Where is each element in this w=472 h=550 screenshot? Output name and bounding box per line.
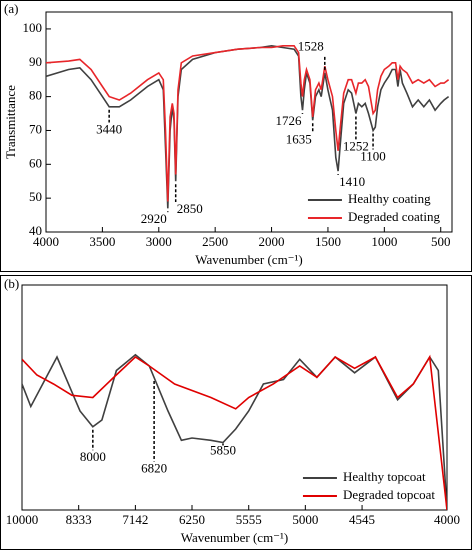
annotation-label: 1252 bbox=[343, 138, 369, 153]
y-tick-label: 80 bbox=[29, 88, 42, 103]
series-line bbox=[22, 354, 447, 510]
annotation-label: 2850 bbox=[177, 201, 203, 216]
y-tick-label: 40 bbox=[29, 223, 42, 238]
annotation-label: 8000 bbox=[80, 449, 106, 464]
x-tick-label: 5555 bbox=[236, 512, 262, 527]
x-axis-label: Wavenumber (cm⁻¹) bbox=[181, 530, 289, 545]
legend-label: Degraded topcoat bbox=[343, 487, 435, 502]
panel-label: (a) bbox=[4, 1, 18, 16]
series-line bbox=[46, 45, 450, 202]
x-tick-label: 4545 bbox=[349, 512, 375, 527]
x-tick-label: 6250 bbox=[179, 512, 205, 527]
x-tick-label: 3000 bbox=[146, 234, 172, 249]
legend-label: Healthy topcoat bbox=[343, 469, 426, 484]
plot-frame bbox=[21, 284, 448, 511]
panel-border bbox=[0, 275, 472, 550]
annotation-label: 1635 bbox=[286, 132, 312, 147]
y-tick-label: 100 bbox=[23, 20, 43, 35]
x-tick-label: 10000 bbox=[6, 512, 39, 527]
y-tick-label: 70 bbox=[29, 121, 42, 136]
y-tick-label: 90 bbox=[29, 54, 42, 69]
x-tick-label: 5000 bbox=[292, 512, 318, 527]
annotation-label: 3440 bbox=[96, 121, 122, 136]
plot-frame bbox=[45, 11, 453, 233]
y-axis-label: Transmittance bbox=[3, 85, 18, 159]
x-tick-label: 1000 bbox=[371, 234, 397, 249]
y-tick-label: 50 bbox=[29, 189, 42, 204]
legend-label: Degraded coating bbox=[348, 209, 441, 224]
x-tick-label: 3500 bbox=[89, 234, 115, 249]
annotation-label: 5850 bbox=[210, 442, 236, 457]
x-tick-label: 4000 bbox=[33, 234, 59, 249]
x-tick-label: 8333 bbox=[66, 512, 92, 527]
y-tick-label: 60 bbox=[29, 155, 42, 170]
annotation-label: 1100 bbox=[360, 149, 386, 164]
panel-border bbox=[0, 0, 472, 272]
x-tick-label: 2500 bbox=[202, 234, 228, 249]
annotation-label: 6820 bbox=[141, 460, 167, 475]
annotation-label: 2920 bbox=[141, 211, 167, 226]
x-tick-label: 2000 bbox=[259, 234, 285, 249]
annotation-label: 1528 bbox=[298, 39, 324, 54]
x-tick-label: 7142 bbox=[122, 512, 148, 527]
legend-label: Healthy coating bbox=[348, 191, 431, 206]
annotation-label: 1726 bbox=[275, 113, 302, 128]
x-tick-label: 500 bbox=[431, 234, 451, 249]
x-axis-label: Wavenumber (cm⁻¹) bbox=[195, 252, 303, 267]
panel-label: (b) bbox=[4, 276, 19, 291]
annotation-label: 1410 bbox=[339, 174, 365, 189]
x-tick-label: 4000 bbox=[434, 512, 460, 527]
x-tick-label: 1500 bbox=[315, 234, 341, 249]
